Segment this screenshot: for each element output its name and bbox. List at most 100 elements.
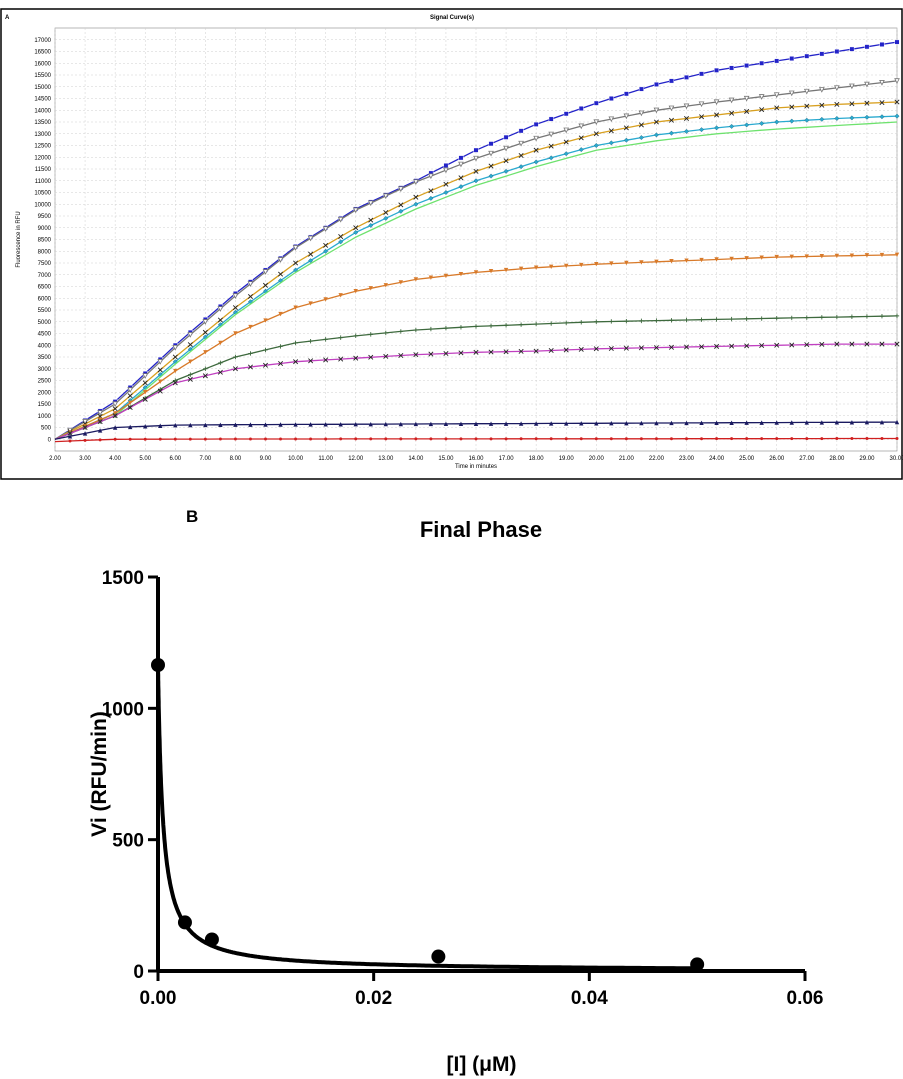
- x-tick-label-b: 0.04: [571, 988, 608, 1009]
- series-marker: [729, 123, 735, 129]
- series-marker: [579, 262, 584, 268]
- series-marker: [247, 364, 253, 370]
- series-marker: [293, 340, 298, 346]
- series-marker: [683, 103, 690, 110]
- series-marker: [894, 78, 900, 84]
- series-marker: [82, 431, 88, 436]
- series-marker: [894, 99, 900, 105]
- series-marker: [699, 420, 704, 426]
- x-tick-label-a: 28.00: [829, 456, 845, 462]
- series-marker: [518, 164, 524, 170]
- series-marker: [638, 122, 644, 128]
- y-tick-label-b: 1000: [102, 699, 144, 720]
- series-marker: [759, 316, 764, 321]
- series-marker: [760, 437, 764, 441]
- series-marker: [157, 359, 164, 365]
- series-marker: [278, 311, 283, 317]
- series-marker: [203, 437, 207, 441]
- chart-a-title: Signal Curve(s): [430, 15, 474, 21]
- series-marker: [563, 139, 569, 145]
- series-marker: [774, 316, 779, 321]
- series-marker: [744, 420, 749, 425]
- series-marker: [849, 420, 855, 425]
- series-marker: [743, 95, 750, 102]
- series-marker: [248, 324, 253, 330]
- series-marker: [834, 314, 840, 320]
- series-marker: [112, 413, 118, 419]
- series-marker: [217, 369, 223, 375]
- series-marker: [879, 419, 885, 425]
- series-marker: [518, 152, 524, 159]
- series-marker: [397, 186, 404, 193]
- series-marker: [895, 437, 899, 441]
- x-tick-label-a: 29.00: [859, 456, 875, 462]
- series-marker: [684, 128, 689, 134]
- series-marker: [218, 437, 222, 441]
- series-marker: [533, 421, 539, 426]
- series-marker: [684, 74, 689, 80]
- series-marker: [789, 315, 794, 321]
- series-marker: [353, 355, 359, 361]
- series-marker: [398, 280, 404, 285]
- series-marker: [533, 135, 539, 142]
- y-tick-label-a: 10000: [34, 202, 51, 208]
- series-marker: [383, 283, 388, 288]
- series-marker: [488, 421, 494, 426]
- series-marker: [593, 346, 599, 352]
- series-marker: [112, 401, 118, 408]
- series-marker: [473, 168, 479, 174]
- series-marker: [158, 423, 163, 428]
- series-marker: [699, 114, 705, 120]
- series-marker: [609, 319, 614, 324]
- series-marker: [458, 161, 464, 168]
- series-marker: [774, 254, 779, 260]
- series-marker: [774, 342, 780, 348]
- y-tick-label-a: 4500: [38, 332, 52, 338]
- x-tick-label-b: 0.02: [355, 988, 392, 1009]
- series-marker: [202, 319, 209, 325]
- series-marker: [578, 135, 584, 141]
- chart-b: B Final Phase 0 500 1000 1500 0.00 0.02 0.04 0.06…: [88, 507, 823, 1076]
- series-marker: [218, 422, 223, 427]
- series-marker: [82, 424, 88, 431]
- y-tick-label-a: 12000: [34, 155, 51, 161]
- series-marker: [353, 422, 358, 427]
- series-marker: [323, 248, 329, 254]
- chart-a: A Signal Curve(s) 0 500 1000 1500 2000 2500 3000…: [0, 8, 903, 480]
- series-marker: [339, 437, 343, 441]
- series-marker: [594, 261, 599, 267]
- series-marker: [623, 137, 629, 143]
- series-marker: [413, 179, 419, 186]
- series-marker: [428, 326, 434, 332]
- series-marker: [157, 367, 163, 373]
- series-marker: [473, 147, 479, 153]
- series-marker: [323, 337, 328, 342]
- series-marker: [398, 353, 404, 359]
- y-tick-label-a: 17000: [34, 38, 51, 44]
- series-marker: [503, 421, 509, 426]
- x-tick-label-a: 13.00: [378, 456, 394, 462]
- series-marker: [835, 437, 839, 441]
- series-marker: [428, 195, 434, 201]
- series-marker: [548, 131, 555, 138]
- series-marker: [533, 121, 539, 127]
- series-marker: [113, 437, 117, 441]
- series-marker: [759, 255, 764, 260]
- series-marker: [353, 225, 359, 231]
- series-marker: [775, 437, 779, 441]
- series-marker: [594, 421, 599, 426]
- series-marker: [307, 235, 314, 242]
- x-tick-label-a: 7.00: [200, 456, 212, 462]
- y-tick-label-a: 8500: [38, 238, 52, 244]
- series-marker: [203, 366, 208, 371]
- series-marker: [383, 421, 388, 427]
- series-marker: [623, 125, 629, 131]
- series-marker: [744, 256, 749, 261]
- y-tick-label-a: 11000: [35, 179, 52, 185]
- series-marker: [819, 254, 825, 259]
- y-tick-label-a: 13500: [34, 120, 51, 126]
- y-tick-label-a: 2500: [38, 379, 52, 385]
- series-marker: [503, 323, 509, 328]
- series-marker: [668, 130, 674, 136]
- series-marker: [488, 141, 494, 147]
